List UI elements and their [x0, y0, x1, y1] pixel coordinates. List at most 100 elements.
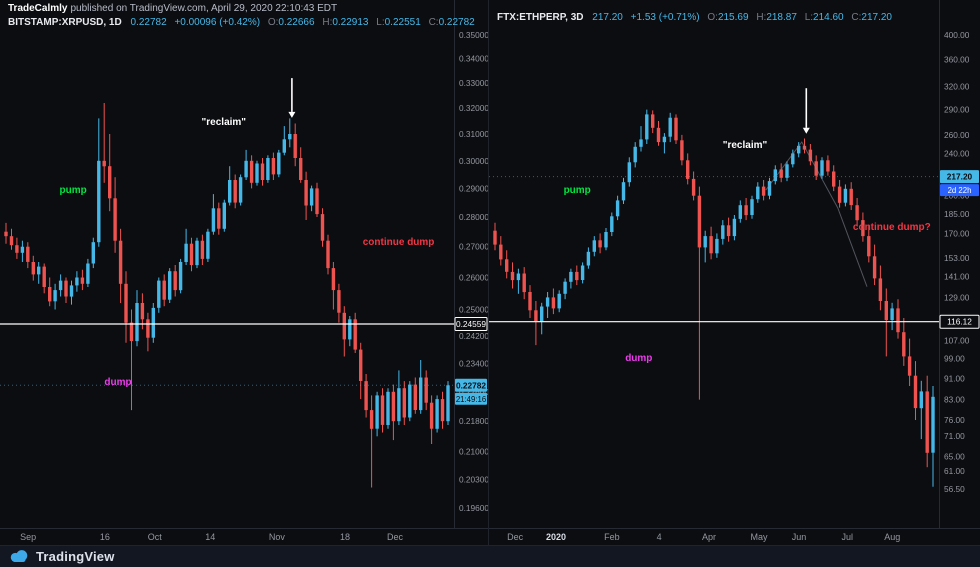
- panel-xrpusd: BITSTAMP:XRPUSD, 1D 0.22782 +0.00096 (+0…: [0, 0, 488, 545]
- ohlc-high: H:0.22913: [322, 17, 369, 28]
- candles: [4, 103, 450, 488]
- ohlc-low: L:214.60: [804, 12, 844, 23]
- time-tick[interactable]: Aug: [884, 532, 900, 542]
- chart-legend-xrpusd: BITSTAMP:XRPUSD, 1D 0.22782 +0.00096 (+0…: [8, 17, 480, 28]
- support-line-price-label: [454, 317, 488, 331]
- price-tick[interactable]: 0.26000: [459, 273, 488, 283]
- time-tick[interactable]: Jul: [841, 532, 853, 542]
- svg-text:116.12: 116.12: [947, 317, 972, 327]
- price-tick[interactable]: 0.31000: [459, 129, 488, 139]
- annotation-reclaim[interactable]: "reclaim": [202, 117, 247, 128]
- price-tick[interactable]: 290.00: [944, 105, 970, 115]
- time-tick[interactable]: Nov: [269, 532, 286, 542]
- price-tick[interactable]: 0.27000: [459, 242, 488, 252]
- price-tick[interactable]: 0.25000: [459, 305, 488, 315]
- trendline-drawing[interactable]: [765, 141, 868, 287]
- ohlc-low: L:0.22551: [376, 17, 421, 28]
- price-tick[interactable]: 0.28000: [459, 212, 488, 222]
- time-tick[interactable]: Apr: [702, 532, 716, 542]
- last-price-label: [940, 170, 979, 184]
- time-tick[interactable]: Sep: [20, 532, 36, 542]
- panel-ethperp: FTX:ETHPERP, 3D 217.20 +1.53 (+0.71%) O:…: [488, 0, 980, 545]
- time-tick[interactable]: 18: [340, 532, 350, 542]
- last-price-label: [455, 378, 487, 392]
- price-tick[interactable]: 99.00: [944, 354, 965, 364]
- ohlc-open: O:215.69: [707, 12, 749, 23]
- price-tick[interactable]: 0.30000: [459, 156, 488, 166]
- price-tick[interactable]: 71.00: [944, 431, 965, 441]
- price-tick[interactable]: 0.32000: [459, 103, 488, 113]
- price-tick[interactable]: 65.00: [944, 451, 965, 461]
- time-tick[interactable]: Dec: [507, 532, 524, 542]
- price-tick[interactable]: 91.00: [944, 373, 965, 383]
- chart-panels: BITSTAMP:XRPUSD, 1D 0.22782 +0.00096 (+0…: [0, 0, 980, 545]
- ohlc-high: H:218.87: [756, 12, 797, 23]
- down-arrow-head: [802, 127, 810, 134]
- price-tick[interactable]: 0.21000: [459, 447, 488, 457]
- price-tick[interactable]: 56.50: [944, 484, 965, 494]
- tradingview-cloud-icon[interactable]: [8, 549, 30, 564]
- price-tick[interactable]: 141.00: [944, 272, 970, 282]
- price-tick[interactable]: 61.00: [944, 466, 965, 476]
- footer-bar: TradingView: [0, 545, 980, 567]
- price-tick[interactable]: 153.00: [944, 253, 970, 263]
- time-tick[interactable]: May: [750, 532, 768, 542]
- price-tick[interactable]: 0.33000: [459, 78, 488, 88]
- svg-text:21:49:16: 21:49:16: [456, 395, 486, 404]
- annotation-continue-dump[interactable]: continue dump: [363, 237, 435, 248]
- last-price-value: 0.22782: [130, 17, 167, 28]
- svg-text:0.24559: 0.24559: [456, 319, 486, 329]
- price-tick[interactable]: 0.21800: [459, 416, 488, 426]
- tradingview-logo-text[interactable]: TradingView: [36, 549, 115, 564]
- price-tick[interactable]: 129.00: [944, 292, 970, 302]
- svg-text:0.22782: 0.22782: [456, 380, 486, 390]
- price-tick[interactable]: 0.29000: [459, 183, 488, 193]
- price-tick[interactable]: 107.00: [944, 336, 970, 346]
- time-tick[interactable]: Jun: [792, 532, 807, 542]
- price-tick[interactable]: 0.24200: [459, 331, 488, 341]
- time-tick[interactable]: 16: [100, 532, 110, 542]
- price-tick[interactable]: 0.23400: [459, 358, 488, 368]
- time-tick[interactable]: 2020: [546, 532, 566, 542]
- annotation-reclaim[interactable]: "reclaim": [723, 140, 768, 151]
- price-tick[interactable]: 0.35000: [459, 30, 488, 40]
- attribution: TradeCalmly published on TradingView.com,…: [8, 3, 337, 14]
- price-change: +0.00096 (+0.42%): [174, 17, 261, 28]
- annotation-continue-dump[interactable]: continue dump?: [853, 222, 931, 233]
- annotation-pump[interactable]: pump: [59, 185, 86, 196]
- svg-text:2d 22h: 2d 22h: [948, 186, 972, 195]
- price-tick[interactable]: 320.00: [944, 82, 970, 92]
- time-tick[interactable]: 14: [205, 532, 215, 542]
- time-tick[interactable]: 4: [657, 532, 662, 542]
- annotation-pump[interactable]: pump: [564, 185, 591, 196]
- xrpusd-candlestick-chart[interactable]: 0.35000 0.34000 0.33000 0.32000 0.31000 0.300…: [0, 0, 488, 545]
- price-tick[interactable]: 360.00: [944, 54, 970, 64]
- candle-countdown-label: [940, 184, 979, 197]
- price-tick[interactable]: 400.00: [944, 30, 970, 40]
- down-arrow-head: [288, 111, 296, 118]
- price-tick[interactable]: 260.00: [944, 130, 970, 140]
- annotation-dump[interactable]: dump: [104, 377, 131, 388]
- price-tick[interactable]: 185.00: [944, 209, 970, 219]
- annotation-dump[interactable]: dump: [625, 353, 652, 364]
- price-tick[interactable]: 0.20300: [459, 474, 488, 484]
- candle-countdown-label: [455, 392, 487, 405]
- price-tick[interactable]: 240.00: [944, 148, 970, 158]
- time-tick[interactable]: Feb: [604, 532, 620, 542]
- price-tick[interactable]: 170.00: [944, 228, 970, 238]
- svg-text:217.20: 217.20: [947, 172, 973, 182]
- price-tick[interactable]: 0.19600: [459, 503, 488, 513]
- time-tick[interactable]: Oct: [148, 532, 163, 542]
- symbol-title[interactable]: BITSTAMP:XRPUSD, 1D: [8, 17, 122, 28]
- price-tick[interactable]: 0.34000: [459, 54, 488, 64]
- author-name[interactable]: TradeCalmly: [8, 3, 68, 14]
- price-change: +1.53 (+0.71%): [630, 12, 700, 23]
- price-tick[interactable]: 83.00: [944, 395, 965, 405]
- time-tick[interactable]: Dec: [387, 532, 404, 542]
- symbol-title[interactable]: FTX:ETHPERP, 3D: [497, 12, 584, 23]
- ethperp-candlestick-chart[interactable]: 400.00360.00320.00290.00260.00240.00220.…: [489, 0, 980, 545]
- ohlc-close: C:0.22782: [428, 17, 475, 28]
- candles: [493, 109, 935, 487]
- price-tick[interactable]: 76.00: [944, 415, 965, 425]
